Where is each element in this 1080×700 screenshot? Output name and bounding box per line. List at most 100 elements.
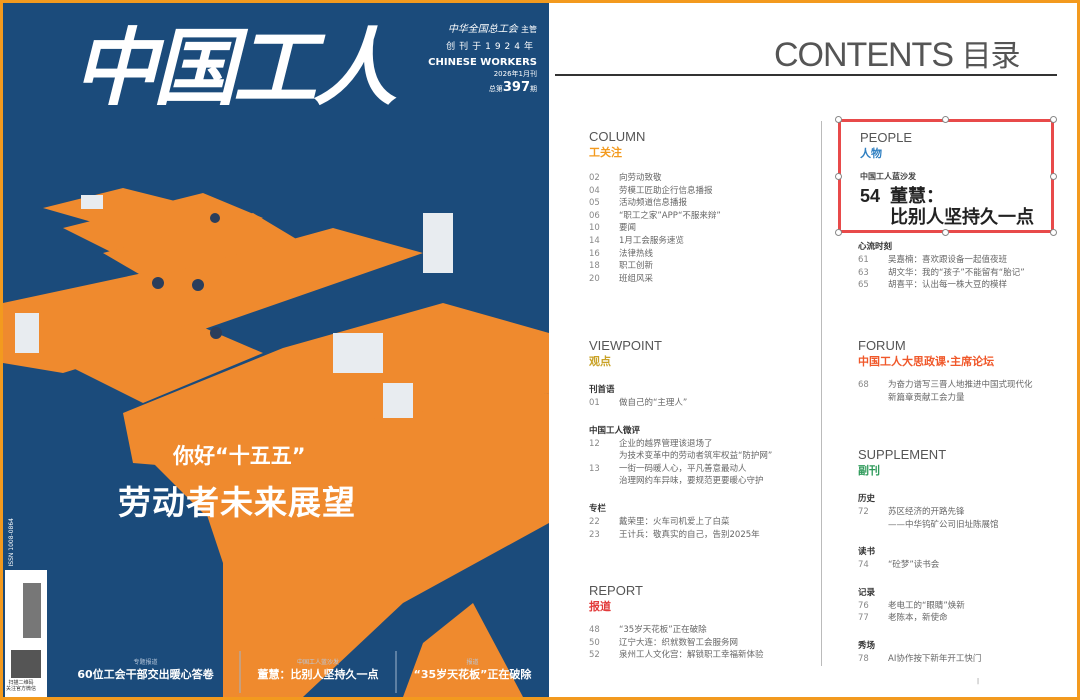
- section-cn: 报道: [589, 600, 611, 613]
- toc-item[interactable]: 20 班组风采: [589, 273, 721, 286]
- toc-item[interactable]: 为技术变革中的劳动者筑牢权益“防护网”: [589, 450, 772, 463]
- toc-item[interactable]: 16 法律热线: [589, 248, 721, 261]
- resize-handle[interactable]: [942, 116, 949, 123]
- toc-item[interactable]: 22 戴荣里：火车司机爱上了白菜: [589, 516, 772, 529]
- toc-title: “砼梦”读书会: [888, 560, 940, 571]
- toc-item[interactable]: 治理网约车异味，要规范更要暖心守护: [589, 475, 772, 488]
- toc-title: 戴荣里：火车司机爱上了白菜: [619, 516, 730, 527]
- publisher-role: 主管: [521, 25, 537, 34]
- toc-page: 76: [858, 600, 869, 611]
- issue-prefix: 总第: [488, 85, 503, 93]
- toc-item[interactable]: 12 企业的越界管理该退场了: [589, 438, 772, 451]
- resize-handle[interactable]: [1050, 229, 1057, 236]
- toc-page: 18: [589, 261, 600, 272]
- section-cn: 观点: [589, 355, 611, 368]
- magazine-cover: 中国工人 中华全国总工会 主管 创刊于1924年 CHINESE WORKERS…: [3, 3, 549, 697]
- toc-item[interactable]: 72 苏区经济的开路先锋: [858, 506, 999, 519]
- toc-item[interactable]: 06 “职工之家”APP“不服来辩”: [589, 210, 721, 223]
- sub-label: 中国工人微评: [589, 425, 641, 436]
- toc-page: 04: [589, 185, 600, 196]
- bottom-title: “35岁天花板”正在破除: [413, 668, 532, 681]
- toc-page: 22: [589, 516, 600, 527]
- toc-item[interactable]: 13 一街一码暖人心，平凡善意最动人: [589, 463, 772, 476]
- toc-item[interactable]: 68 为奋力谱写三晋人地推进中国式现代化: [858, 379, 1033, 392]
- toc-item[interactable]: 63 胡文华：我的“孩子”不能留有“胎记”: [858, 267, 1025, 280]
- toc-item[interactable]: 61 吴嘉楠：喜欢跟设备一起值夜班: [858, 254, 1025, 267]
- column-divider: [821, 121, 822, 666]
- bottom-title: 董慧：比别人坚持久一点: [257, 668, 379, 681]
- resize-handle[interactable]: [1050, 173, 1057, 180]
- toc-page: 65: [858, 280, 869, 291]
- qr-caption: 关注官方微信: [6, 686, 37, 692]
- section-en: FORUM: [858, 338, 906, 353]
- section-en: VIEWPOINT: [589, 338, 662, 353]
- toc-page: 01: [589, 398, 600, 408]
- issue-number: 397: [502, 80, 530, 95]
- toc-item[interactable]: ——中华钨矿公司旧址陈展馆: [858, 519, 999, 532]
- section-column: COLUMN 工关注 02 向劳动致敬 04 劳模工匠助企行信息播报 05 活动频道信息播…: [589, 129, 721, 285]
- section-supplement: SUPPLEMENT 副刊 历史 72 苏区经济的开路先锋 ——中华钨矿公司旧址陈展馆…: [858, 447, 999, 666]
- toc-title: 企业的越界管理该退场了: [619, 438, 713, 449]
- toc-title: 职工创新: [619, 261, 654, 272]
- toc-item[interactable]: 76 老电工的“眼睛”焕新: [858, 600, 999, 613]
- toc-item[interactable]: 05 活动频道信息播报: [589, 197, 721, 210]
- sub-label: 记录: [858, 587, 876, 598]
- people-feature[interactable]: 54 董慧： 比别人坚持久一点: [860, 186, 1034, 228]
- toc-title: 活动频道信息播报: [619, 198, 688, 209]
- toc-page: 77: [858, 613, 869, 624]
- founded: 创刊于1924年: [446, 42, 537, 52]
- section-cn: 人物: [860, 147, 882, 160]
- toc-item[interactable]: 65 胡喜平：认出每一株大豆的模样: [858, 279, 1025, 292]
- toc-item[interactable]: 74 “砼梦”读书会: [858, 559, 999, 572]
- toc-title: 胡喜平：认出每一株大豆的模样: [888, 280, 1008, 291]
- toc-title: “35岁天花板”正在破除: [619, 625, 707, 635]
- toc-item[interactable]: 02 向劳动致敬: [589, 172, 721, 185]
- toc-title: 治理网约车异味，要规范更要暖心守护: [619, 476, 764, 487]
- title-rule: [555, 74, 1057, 76]
- toc-item[interactable]: 52 泉州工人文化宫：解锁职工幸福新体验: [589, 649, 764, 662]
- issn: ISSN 1008-0864: [8, 518, 15, 567]
- toc-page: 61: [858, 255, 869, 265]
- resize-handle[interactable]: [1050, 116, 1057, 123]
- toc-item[interactable]: 50 辽宁大连：织就数智工会服务网: [589, 637, 764, 650]
- toc-title: 法律热线: [619, 248, 654, 259]
- qr-caption: 扫描二维码: [8, 680, 34, 686]
- toc-item[interactable]: 04 劳模工匠助企行信息播报: [589, 185, 721, 198]
- toc-page: 78: [858, 653, 869, 664]
- resize-handle[interactable]: [942, 229, 949, 236]
- bottom-kicker: 专题报道: [133, 659, 158, 666]
- feature-page: 54: [860, 186, 881, 206]
- toc-item[interactable]: 77 老陈本，新使命: [858, 612, 999, 625]
- toc-page: 23: [589, 529, 600, 540]
- toc-title: 做自己的“主理人”: [619, 398, 688, 408]
- section-viewpoint: VIEWPOINT 观点 刊首语 01 做自己的“主理人” 中国工人微评 12 企业的越界…: [589, 338, 772, 541]
- resize-handle[interactable]: [835, 116, 842, 123]
- toc-item[interactable]: 10 要闻: [589, 222, 721, 235]
- headline-big: 劳动者未来展望: [118, 483, 356, 522]
- toc-item[interactable]: 78 AI协作按下新年开工快门: [858, 653, 999, 666]
- toc-title: 老电工的“眼睛”焕新: [888, 600, 965, 611]
- toc-item[interactable]: 48 “35岁天花板”正在破除: [589, 624, 764, 637]
- feature-line: 董慧：: [890, 186, 944, 207]
- bottom-title: 60位工会干部交出暖心答卷: [77, 668, 214, 681]
- toc-item[interactable]: 23 王计兵：敬真实的自己，告别2025年: [589, 529, 772, 542]
- toc-page: 68: [858, 380, 869, 390]
- toc-title: 苏区经济的开路先锋: [888, 507, 965, 517]
- toc-item[interactable]: 14 1月工会服务速览: [589, 235, 721, 248]
- toc-title: “职工之家”APP“不服来辩”: [619, 210, 721, 221]
- toc-page: 72: [858, 507, 869, 517]
- resize-handle[interactable]: [835, 173, 842, 180]
- toc-title: 辽宁大连：织就数智工会服务网: [619, 637, 739, 648]
- resize-handle[interactable]: [835, 229, 842, 236]
- toc-title: 向劳动致敬: [619, 173, 662, 183]
- toc-item[interactable]: 新篇章贡献工会力量: [858, 392, 1033, 405]
- masthead: 中国工人: [73, 18, 397, 117]
- toc-page: 12: [589, 438, 600, 449]
- sub-label: 秀场: [858, 640, 876, 651]
- toc-item[interactable]: 18 职工创新: [589, 260, 721, 273]
- section-report: REPORT 报道 48 “35岁天花板”正在破除 50 辽宁大连：织就数智工会服务网…: [589, 583, 764, 662]
- toc-title: 泉州工人文化宫：解锁职工幸福新体验: [619, 650, 764, 661]
- toc-item[interactable]: 01 做自己的“主理人”: [589, 397, 772, 410]
- sub-label: 刊首语: [589, 385, 615, 395]
- issue-date: 2026年1月刊: [493, 70, 537, 78]
